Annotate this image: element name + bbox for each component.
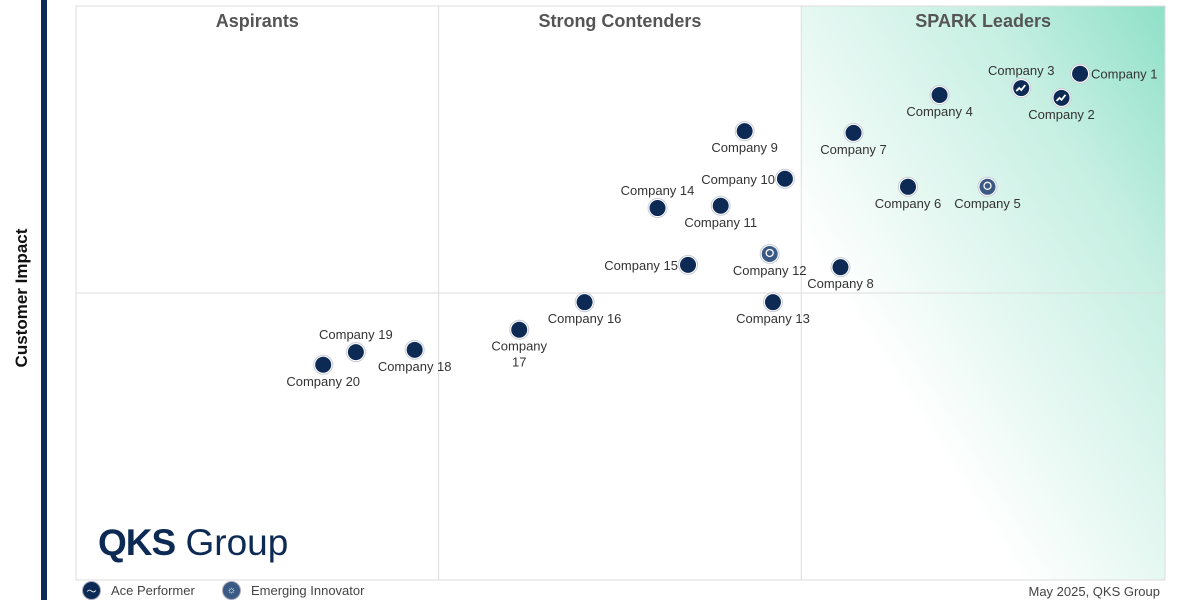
- quadrant-title: Strong Contenders: [538, 11, 701, 31]
- trend-icon: [1055, 94, 1067, 102]
- data-point: Company 10: [701, 168, 795, 189]
- point-marker: [712, 197, 729, 214]
- data-point: Company 14: [621, 183, 695, 219]
- point-marker: [931, 86, 948, 103]
- point-marker: [776, 170, 793, 187]
- point-label: Company 12: [733, 263, 807, 278]
- point-marker: [764, 294, 781, 311]
- footer-credit: May 2025, QKS Group: [1028, 584, 1160, 599]
- data-point: Company 1: [1070, 63, 1158, 84]
- point-label: Company 5: [954, 196, 1020, 211]
- trend-icon: [1015, 84, 1026, 92]
- point-label: Company 1: [1091, 67, 1157, 82]
- data-point: Company 3: [988, 63, 1054, 99]
- point-label: Company 19: [319, 327, 393, 342]
- point-label: Company 14: [621, 183, 695, 198]
- point-marker: [832, 259, 849, 276]
- quadrant-title: Aspirants: [216, 11, 299, 31]
- point-label: Company 18: [378, 359, 452, 374]
- point-marker: [649, 200, 666, 217]
- point-marker: [1053, 89, 1070, 106]
- point-label: Company 9: [711, 140, 777, 155]
- data-point: Company 15: [604, 254, 699, 275]
- point-marker: [406, 341, 423, 358]
- point-marker: [979, 178, 996, 195]
- point-marker: [1072, 65, 1089, 82]
- point-label: Company 3: [988, 63, 1054, 78]
- left-accent-bar: [41, 0, 47, 600]
- legend-ace-performer: 〜 Ace Performer: [82, 581, 195, 600]
- point-label: Company 17: [491, 339, 547, 370]
- point-marker: [680, 256, 697, 273]
- data-point: Company 18: [378, 339, 452, 374]
- point-label: Company 2: [1028, 107, 1094, 122]
- label-line: 17: [512, 355, 526, 370]
- point-label: Company 15: [604, 258, 678, 273]
- data-point: Company 6: [875, 176, 941, 211]
- legend-emerging-innovator: ☼ Emerging Innovator: [222, 581, 364, 600]
- point-marker: [899, 178, 916, 195]
- label-line: Company: [491, 339, 547, 354]
- point-label: Company 7: [820, 142, 886, 157]
- point-marker: [1013, 80, 1030, 97]
- data-point: Company 7: [820, 122, 887, 157]
- lightbulb-icon: [983, 181, 992, 190]
- point-marker: [845, 124, 862, 141]
- point-label: Company 16: [548, 311, 622, 326]
- data-point: Company 19: [319, 327, 393, 363]
- point-label: Company 4: [906, 104, 972, 119]
- point-label: Company 8: [807, 276, 873, 291]
- data-point: Company 16: [548, 292, 622, 326]
- data-point: Company 5: [954, 176, 1021, 211]
- point-label: Company 11: [684, 215, 757, 230]
- data-point: Company 20: [286, 354, 360, 389]
- lightbulb-icon: ☼: [222, 581, 241, 600]
- point-marker: [736, 123, 753, 140]
- data-point: Company 2: [1028, 87, 1095, 122]
- lightbulb-icon: [765, 248, 774, 258]
- data-point: Company 17: [491, 319, 548, 370]
- point-marker: [315, 356, 332, 373]
- point-label: Company 13: [736, 311, 810, 326]
- data-point: Company 4: [906, 84, 973, 119]
- point-label: Company 20: [286, 374, 360, 389]
- data-point: Company 9: [711, 121, 778, 155]
- data-point: Company 11: [684, 195, 757, 230]
- point-marker: [511, 321, 528, 338]
- point-label: Company 6: [875, 196, 941, 211]
- point-marker: [576, 294, 593, 311]
- quadrant-title: SPARK Leaders: [915, 11, 1051, 31]
- data-point: Company 13: [736, 292, 810, 326]
- qks-group-logo: QKS Group: [98, 522, 289, 563]
- point-marker: [761, 245, 778, 262]
- data-point: Company 8: [807, 257, 874, 291]
- data-point: Company 12: [733, 243, 807, 278]
- point-marker: [347, 344, 364, 361]
- trend-icon: 〜: [82, 581, 101, 600]
- point-label: Company 10: [701, 172, 775, 187]
